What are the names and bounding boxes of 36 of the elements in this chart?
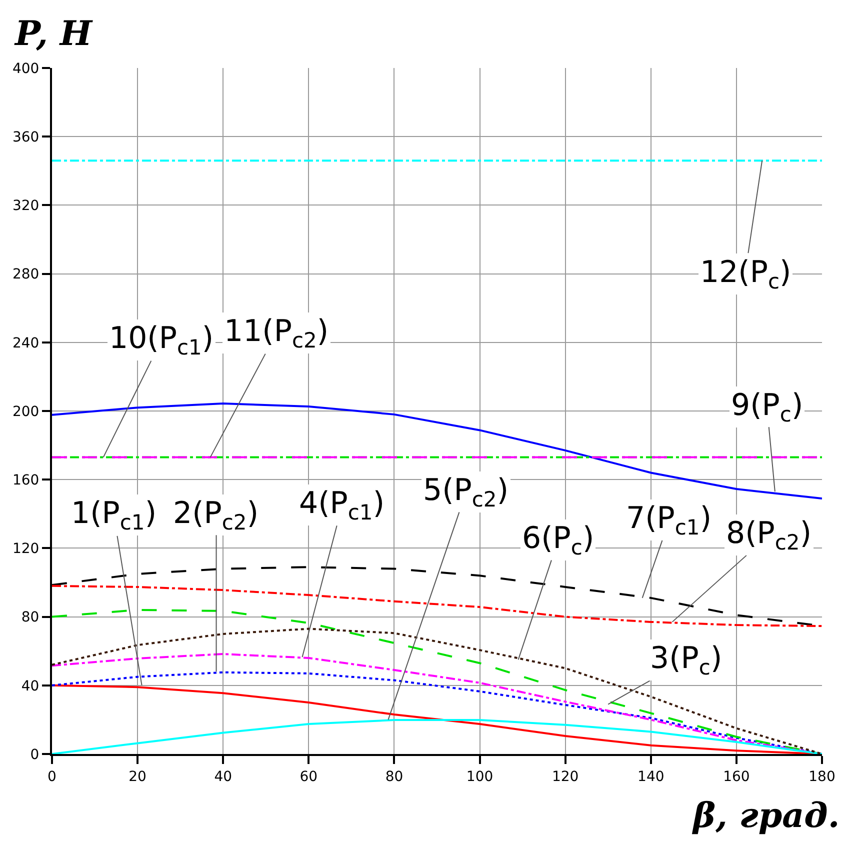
annotation: 12(P$_{c}$) (700, 255, 792, 294)
x-tick-label: 80 (385, 768, 404, 785)
x-tick-label: 160 (723, 768, 750, 785)
y-tick-label: 200 (12, 404, 40, 420)
y-tick-label: 80 (21, 610, 40, 626)
x-tick-label: 120 (552, 768, 579, 785)
y-tick-label: 280 (12, 266, 40, 283)
x-tick-label: 20 (128, 768, 146, 785)
annotation: 4(P$_{c1}$) (299, 486, 385, 524)
x-tick-label: 0 (48, 768, 56, 785)
annotation: 7(P$_{c1}$) (626, 501, 712, 540)
x-tick-label: 40 (214, 768, 232, 785)
y-tick-label: 40 (21, 678, 40, 694)
annotation: 5(P$_{c2}$) (423, 473, 509, 512)
annotation: 3(P$_{c}$) (650, 641, 722, 680)
x-tick-label: 140 (638, 768, 664, 785)
y-tick-label: 320 (12, 198, 40, 214)
x-axis-title: β, град. (691, 796, 840, 836)
annotation: 8(P$_{c2}$) (726, 516, 812, 554)
line-series (52, 584, 822, 628)
y-axis-title: P, H (14, 14, 94, 54)
annotation: 1(P$_{c1}$) (71, 496, 157, 534)
y-tick-label: 360 (12, 130, 40, 146)
x-tick-label: 100 (466, 768, 494, 785)
annotation: 11(P$_{c2}$) (224, 314, 329, 352)
x-tick-label: 60 (300, 768, 318, 785)
y-tick-label: 240 (12, 335, 40, 352)
annotation: 2(P$_{c2}$) (173, 496, 259, 534)
y-tick-label: 120 (12, 541, 40, 558)
annotation: 9(P$_{c}$) (731, 388, 804, 426)
y-tick-label: 400 (12, 60, 40, 77)
annotation: 10(P$_{c1}$) (109, 321, 214, 360)
x-tick-label: 180 (808, 768, 836, 785)
y-tick-label: 0 (30, 746, 40, 763)
annotation: 6(P$_{c}$) (522, 521, 594, 560)
y-tick-label: 160 (12, 472, 40, 488)
